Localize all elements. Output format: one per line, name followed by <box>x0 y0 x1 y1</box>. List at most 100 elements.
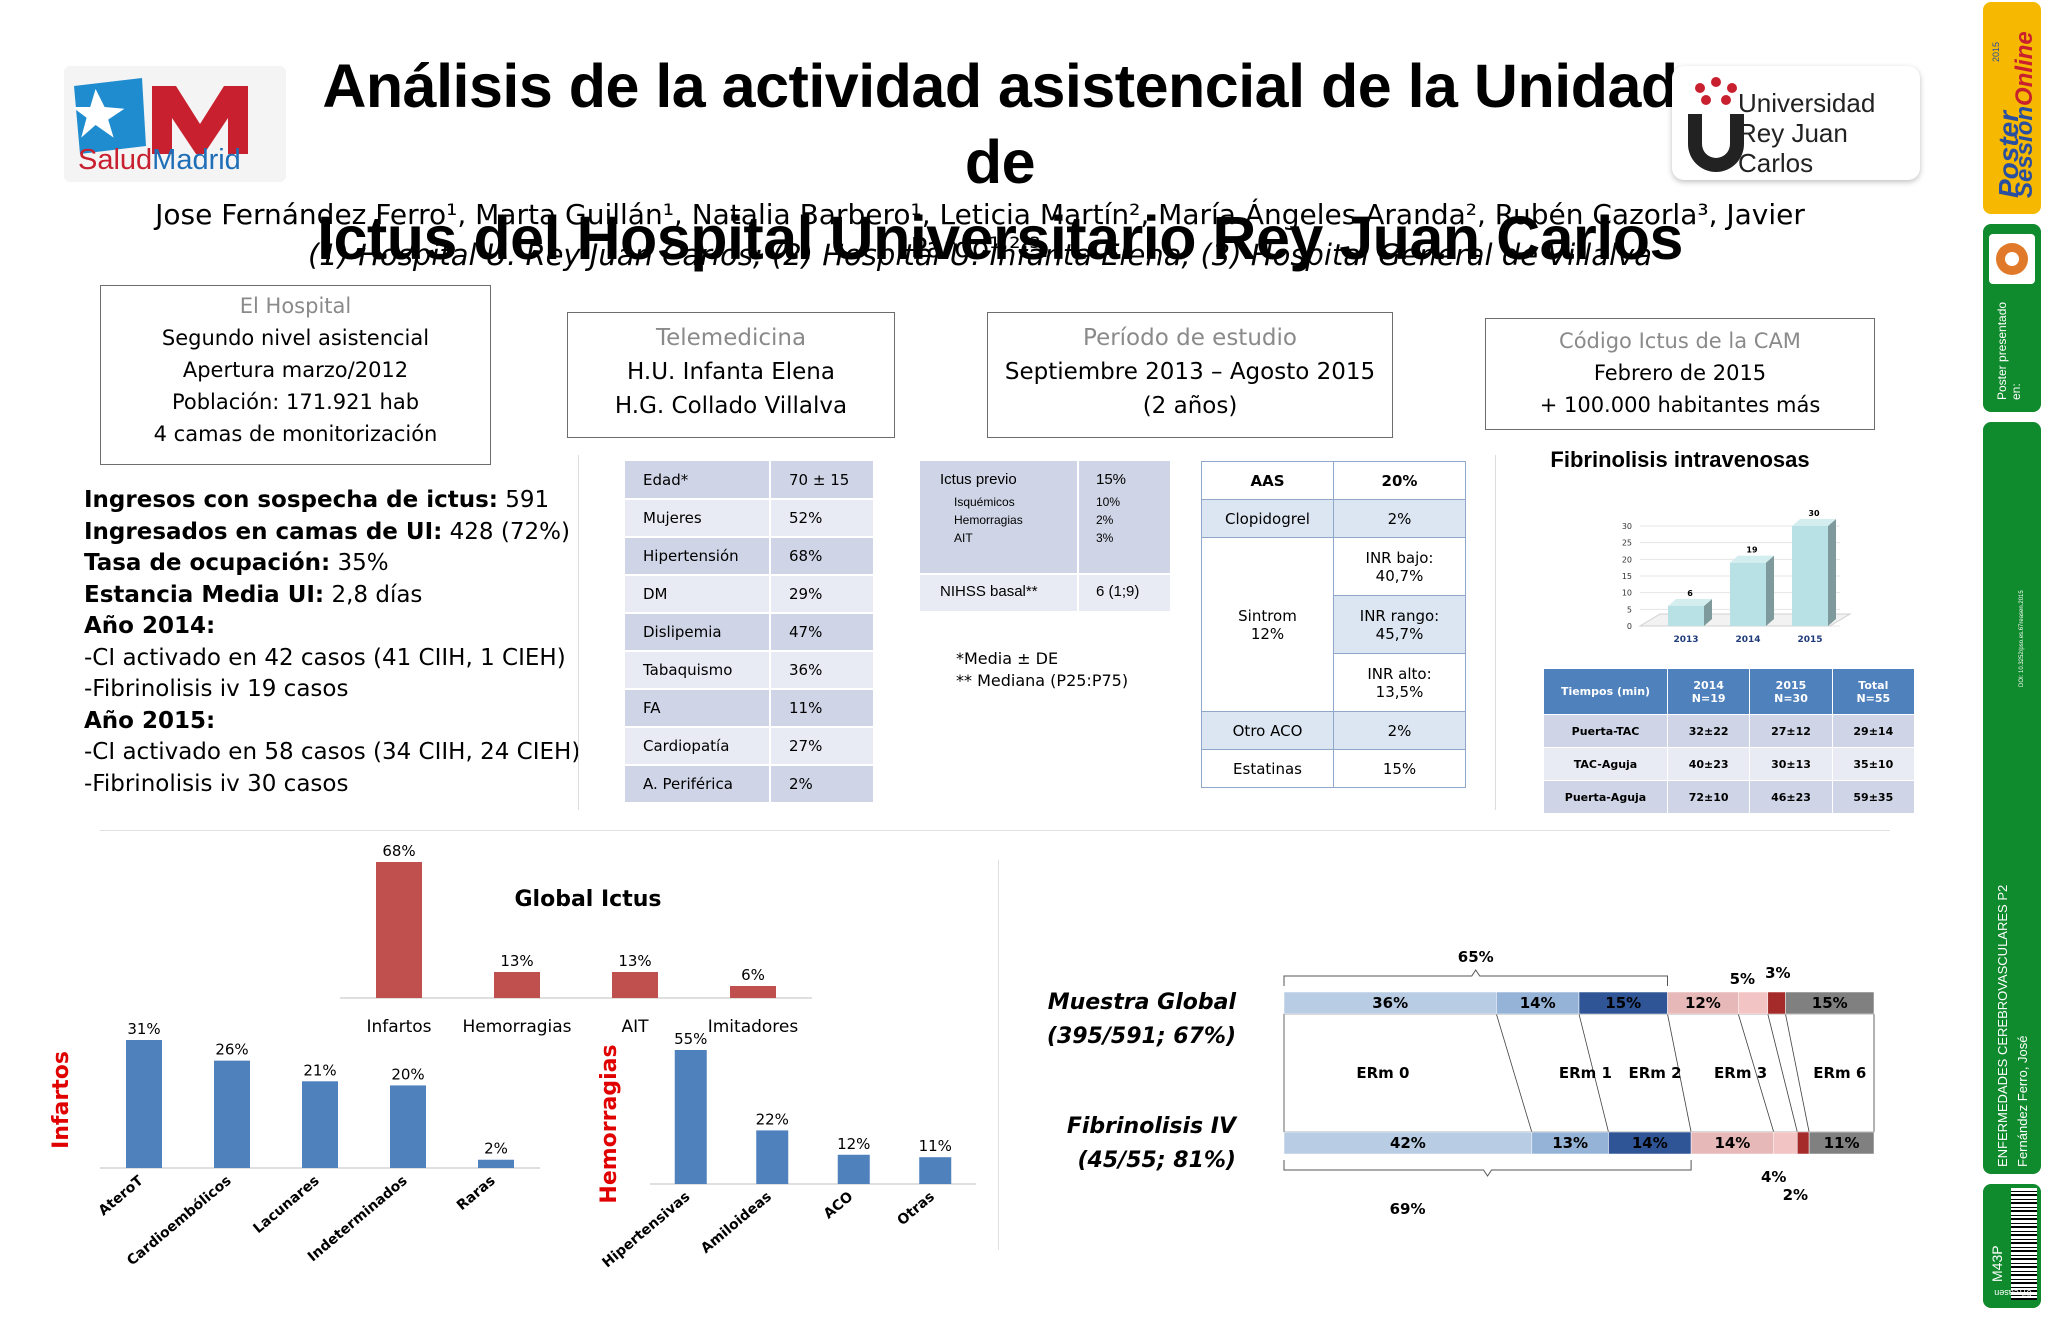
y-tick-label: 15 <box>1622 572 1632 581</box>
table-row: TAC-Aguja 40±23 30±13 35±10 <box>1543 747 1916 781</box>
stacked-segment <box>1773 1131 1798 1155</box>
divider <box>998 860 999 1250</box>
table-row: Puerta-TAC 32±22 27±12 29±14 <box>1543 714 1916 748</box>
ictus-previo-sublabels: Isquémicos Hemorragias AIT <box>954 495 1023 545</box>
salud-madrid-logo: SaludMadrid <box>64 66 286 182</box>
table-row: Dislipemia 47% <box>625 613 873 652</box>
stacked-segment <box>1797 1131 1810 1155</box>
ictus-previo-value: 15% <box>1096 471 1127 488</box>
periodo-heading: Período de estudio <box>1083 325 1297 351</box>
bar <box>390 1085 426 1168</box>
bar <box>674 1050 707 1184</box>
telemedicina-line: H.G. Collado Villalva <box>614 393 848 419</box>
data-label: 11% <box>919 1137 952 1155</box>
x-tick-label: 2014 <box>1735 635 1760 645</box>
x-tick-label: AteroT <box>96 1173 147 1220</box>
data-label: 26% <box>215 1041 248 1059</box>
data-label: 6 <box>1687 589 1693 598</box>
title-line-2: Ictus del Hospital Universitario Rey Jua… <box>317 204 1683 272</box>
stat-line: -CI activado en 42 casos (41 CIIH, 1 CIE… <box>84 644 566 671</box>
data-label: 13% <box>618 952 651 970</box>
authors-line: Jose Fernández Ferro¹, Marta Guillán¹, N… <box>155 198 1805 264</box>
brand-online: Online <box>2011 31 2038 106</box>
bar <box>837 1154 870 1184</box>
table-row: AAS 20% <box>1201 461 1466 500</box>
brace-bottom <box>1283 1160 1692 1177</box>
brand-year: 2015 <box>1991 41 2001 62</box>
demographics-table: Edad* 70 ± 15 Mujeres 52% Hipertensión 68% … <box>625 461 873 804</box>
table-row: INR alto: 13,5% <box>1202 653 1466 712</box>
table-row: Hipertensión 68% <box>625 537 873 576</box>
codigo-heading: Código Ictus de la CAM <box>1559 329 1801 353</box>
segment-label: 15% <box>1812 994 1848 1012</box>
bar-side <box>1704 599 1712 626</box>
poster-title: Análisis de la actividad asistencial de … <box>310 48 1690 276</box>
brace-top <box>1283 969 1668 986</box>
bar <box>612 972 658 998</box>
hospital-line: 4 camas de monitorización <box>153 422 438 446</box>
sequence-label: 67reasen <box>1994 1288 2032 1298</box>
x-tick-label: AIT <box>621 1017 649 1037</box>
footnote: ** Mediana (P25:P75) <box>956 671 1129 690</box>
segment-label: 4% <box>1761 1168 1786 1186</box>
divider <box>100 830 1890 831</box>
segment-label: 36% <box>1372 994 1408 1012</box>
segment-label: 12% <box>1685 994 1721 1012</box>
bar-front <box>1730 562 1766 626</box>
segment-label: 5% <box>1730 970 1755 988</box>
bar <box>919 1157 952 1184</box>
poster-session-brand: Poster SessionOnline 2015 <box>1983 2 2041 214</box>
urjc-line-1: Universidad <box>1738 88 1876 118</box>
bar-side <box>1766 555 1774 626</box>
table-row: Sintrom 12% INR bajo: 40,7% <box>1201 537 1466 712</box>
connector-line <box>1667 1013 1692 1133</box>
stat-line: Año 2015: <box>84 707 216 734</box>
table-row: Clopidogrel 2% <box>1201 499 1466 538</box>
connector-line <box>1737 1013 1775 1133</box>
divider <box>1495 455 1496 810</box>
barcode-icon <box>2011 1188 2037 1300</box>
stat-line: -Fibrinolisis iv 19 casos <box>84 676 349 702</box>
bar-top <box>1668 599 1712 606</box>
times-table: Tiempos (min) 2014 N=19 2015 N=30 Total N=5… <box>1543 668 1916 814</box>
category-panel: ENFERMEDADES CEREBROVASCULARES P2 Fernán… <box>1983 422 2041 1174</box>
y-tick-label: 0 <box>1627 622 1632 631</box>
table-footnotes: *Media ± DE ** Mediana (P25:P75) <box>956 648 1128 692</box>
ictus-previo-block: Ictus previo 15% Isquémicos Hemorragias AI… <box>920 461 1170 573</box>
bar <box>302 1081 338 1168</box>
data-label: 21% <box>303 1061 336 1079</box>
bar <box>126 1040 162 1168</box>
data-label: 30 <box>1808 509 1820 518</box>
table-row: DM 29% <box>625 575 873 614</box>
admission-stats: Ingresos con sospecha de ictus: 591 Ingr… <box>84 485 580 800</box>
table-row: Edad* 70 ± 15 <box>625 461 873 500</box>
periodo-line: (2 años) <box>1142 393 1238 419</box>
segment-label: 14% <box>1520 994 1556 1012</box>
footnote: *Media ± DE <box>956 649 1059 668</box>
rankin-flow-chart: 36% 14% 15% 12% 15% 42% 13% 14% 14% 11% 5% 3% 4%2% 65… <box>1283 948 1875 1218</box>
data-label: 6% <box>741 966 765 984</box>
telemedicina-heading: Telemedicina <box>655 325 807 351</box>
logo-madrid-text: Madrid <box>152 144 241 176</box>
poster-code: M43P <box>1989 1245 2005 1282</box>
table-row: Tiempos (min) 2014 N=19 2015 N=30 Total N=5… <box>1543 668 1916 715</box>
data-label: 31% <box>127 1020 160 1038</box>
nihss-value: 6 (1;9) <box>1096 583 1140 600</box>
doi-label: DOI: 10.3252/pso.es.67reasen.2015 <box>2019 590 2025 687</box>
hospital-line: Apertura marzo/2012 <box>182 358 409 382</box>
connector-line <box>1785 1013 1810 1133</box>
presented-panel: Poster presentado en: <box>1983 224 2041 412</box>
row-label-global: Muestra Global (395/591; 67%) <box>1046 990 1236 1049</box>
codigo-line: Febrero de 2015 <box>1593 361 1767 385</box>
segment-label: 15% <box>1605 994 1641 1012</box>
data-label: 2% <box>484 1140 508 1158</box>
author-label: Fernández Ferro, José <box>2015 1035 2030 1167</box>
connector-line <box>1767 1013 1798 1133</box>
data-label: 12% <box>837 1135 870 1153</box>
presented-label: Poster presentado en: <box>1995 301 2023 400</box>
salud-madrid-mark-icon <box>72 78 248 154</box>
data-label: 19 <box>1746 546 1758 555</box>
stacked-segment <box>1785 991 1875 1015</box>
x-tick-label: Otras <box>894 1189 937 1229</box>
x-tick-label: Infartos <box>366 1017 431 1037</box>
